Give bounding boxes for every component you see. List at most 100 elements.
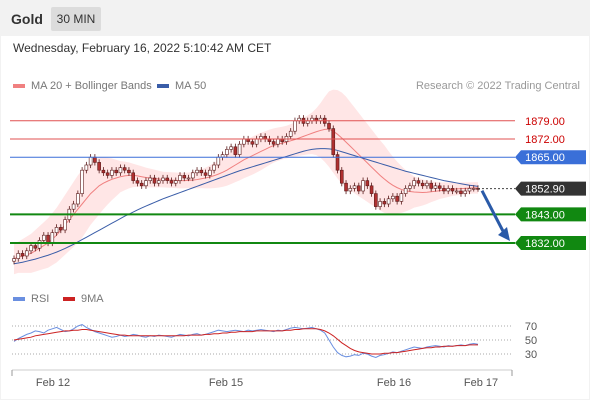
candle-body xyxy=(20,253,25,257)
rsi-level-label: 30 xyxy=(525,349,537,361)
candle-body xyxy=(24,250,29,257)
chart-datetime: Wednesday, February 16, 2022 5:10:42 AM … xyxy=(13,41,272,55)
candle-body xyxy=(288,130,293,137)
research-credit: Research © 2022 Trading Central xyxy=(415,80,580,92)
candle-body xyxy=(190,172,195,179)
candle-body xyxy=(374,193,378,207)
level-label: 1879.00 xyxy=(525,116,565,128)
candle-body xyxy=(335,154,340,171)
rsi-swatch xyxy=(13,297,25,301)
candle-body xyxy=(186,177,191,180)
timeframe-button[interactable]: 30 MIN xyxy=(51,7,101,31)
candle-body xyxy=(93,156,97,163)
candle-body xyxy=(118,167,123,174)
candle-body xyxy=(216,156,221,166)
candle-body xyxy=(271,141,276,145)
candle-body xyxy=(148,177,153,181)
level-tag xyxy=(515,181,586,196)
candle-body xyxy=(254,138,259,145)
candle-body xyxy=(250,141,255,145)
price-chart xyxy=(12,89,480,275)
candle-body xyxy=(203,172,208,176)
candle-body xyxy=(339,169,344,184)
candle-body xyxy=(242,138,246,145)
legend-rsi-ma-label: 9MA xyxy=(81,293,104,305)
candle-body xyxy=(293,120,297,132)
candle-body xyxy=(412,180,416,187)
candle-body xyxy=(378,201,382,207)
rsi-chart: 70 50 30 xyxy=(12,321,537,361)
candle-body xyxy=(403,188,408,194)
candle-body xyxy=(331,128,336,155)
candle-body xyxy=(391,195,395,200)
bollinger-band-area xyxy=(14,89,478,275)
candle-body xyxy=(225,149,229,155)
candle-body xyxy=(276,138,280,145)
candle-body xyxy=(173,180,178,184)
candle-body xyxy=(84,164,89,171)
legend-ma50: MA 50 xyxy=(157,80,206,92)
level-label: 1832.00 xyxy=(525,238,565,250)
candle-body xyxy=(344,182,348,192)
candle-body xyxy=(131,172,135,181)
level-label: 1872.00 xyxy=(525,134,565,146)
candle-body xyxy=(442,188,446,192)
candle-body xyxy=(12,258,16,262)
candle-body xyxy=(399,193,404,202)
x-tick-label: Feb 17 xyxy=(464,377,498,389)
candle-body xyxy=(208,169,212,176)
candle-body xyxy=(229,146,233,150)
candle-body xyxy=(395,195,399,202)
candle-body xyxy=(105,172,110,176)
level-lines: 1879.00 1872.00 1865.00 1852.90 1843.00 1832.… xyxy=(10,116,586,250)
x-tick-label: Feb 12 xyxy=(36,377,70,389)
candle-body xyxy=(76,193,80,205)
candle-body xyxy=(29,245,33,252)
candle-body xyxy=(16,253,21,259)
candle-body xyxy=(144,180,148,187)
candle-body xyxy=(37,240,42,249)
level-tag xyxy=(515,207,586,222)
candle-body xyxy=(59,227,63,231)
candle-body xyxy=(42,234,46,241)
candle-body xyxy=(195,169,199,174)
candle-body xyxy=(139,182,144,187)
candle-body xyxy=(152,177,157,184)
candle-body xyxy=(122,167,127,171)
legend-bb: MA 20 + Bollinger Bands xyxy=(13,80,152,92)
candle-body xyxy=(327,123,331,129)
candle-body xyxy=(365,180,370,187)
candle-body xyxy=(416,180,421,184)
ma20-line xyxy=(13,128,478,260)
candle-body xyxy=(420,182,425,187)
ma50-line xyxy=(13,148,479,265)
candle-body xyxy=(161,177,165,181)
candle-body xyxy=(450,188,455,192)
candle-body xyxy=(212,164,216,171)
level-tag xyxy=(515,236,586,250)
candle-body xyxy=(459,190,463,194)
candle-body xyxy=(88,156,93,166)
legend-rsi-label: RSI xyxy=(31,293,50,305)
rsi-level-label: 70 xyxy=(525,321,537,333)
candle-body xyxy=(101,169,106,174)
candle-body xyxy=(127,169,131,174)
candle-body xyxy=(182,175,187,179)
legend-rsi: RSI xyxy=(13,293,49,305)
candle-body xyxy=(382,201,387,205)
candle-body xyxy=(165,177,170,181)
candle-body xyxy=(33,245,38,249)
candle-body xyxy=(233,146,238,155)
candle-body xyxy=(463,190,468,194)
x-tick-label: Feb 16 xyxy=(377,377,411,389)
instrument-title: Gold xyxy=(11,11,43,27)
legend-bb-label: MA 20 + Bollinger Bands xyxy=(31,80,152,92)
candle-body xyxy=(114,169,118,174)
ma50-swatch xyxy=(157,84,169,88)
candle-body xyxy=(352,185,357,189)
candle-body xyxy=(169,180,174,184)
candle-body xyxy=(357,185,361,192)
level-tag xyxy=(515,150,586,165)
rsi-level-label: 50 xyxy=(525,335,537,347)
candle-body xyxy=(408,185,412,189)
